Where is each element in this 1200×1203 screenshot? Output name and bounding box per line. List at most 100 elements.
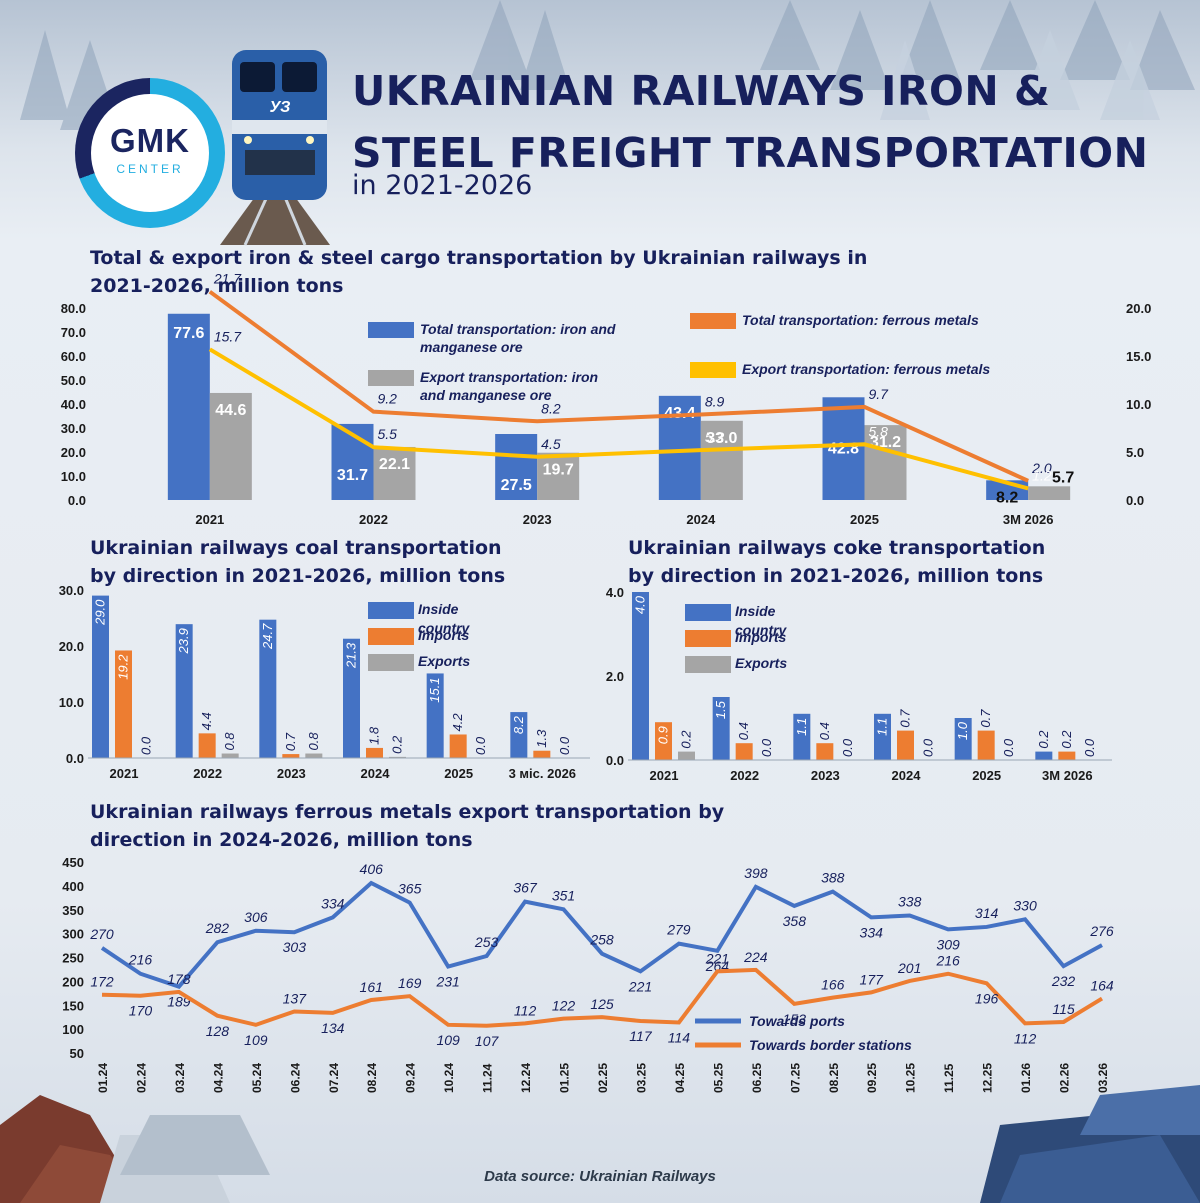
- chart1-ytick: 80.0: [61, 301, 86, 316]
- chart1-label-total-metals: 8.9: [705, 394, 725, 410]
- chart4-label-border: 128: [206, 1023, 230, 1039]
- chart1-legend-swatch: [368, 322, 414, 338]
- chart3-xtick: 2022: [730, 768, 759, 783]
- chart3-bar-imports: [655, 722, 672, 760]
- chart4-xtick: 10.25: [904, 1063, 918, 1093]
- chart2-bar-label: 0.2: [390, 735, 405, 754]
- chart4-label-border: 122: [552, 998, 576, 1014]
- chart2-bar-inside-country: [510, 712, 528, 758]
- chart4-xtick: 01.26: [1019, 1063, 1033, 1093]
- loco-mark: УЗ: [270, 99, 291, 116]
- chart3-bar-inside-country: [1035, 751, 1053, 760]
- chart3-bar-imports: [1058, 751, 1076, 760]
- chart4-label-ports: 351: [552, 887, 575, 903]
- chart2-ytick: 20.0: [59, 639, 84, 654]
- chart1-xtick: 2025: [850, 512, 879, 527]
- chart3-bar-imports: [897, 730, 914, 760]
- chart4-label-ports: 276: [1089, 923, 1114, 939]
- chart4-label-ports: 358: [783, 913, 807, 929]
- chart2-legend-label: Inside country: [418, 601, 471, 636]
- chart4-xtick: 05.24: [250, 1063, 264, 1093]
- chart3-bar-imports: [977, 730, 995, 760]
- chart3-bar-label: 0.2: [1036, 730, 1051, 749]
- chart4-xtick: 09.24: [404, 1063, 418, 1093]
- chart1-legend-swatch: [368, 370, 414, 386]
- chart4-label-ports: 216: [128, 952, 153, 968]
- chart3-bar-imports: [735, 743, 753, 760]
- chart4-label-border: 107: [475, 1033, 500, 1049]
- chart2-bar-label: 0.8: [306, 732, 321, 751]
- chart4-xtick: 07.24: [327, 1063, 341, 1093]
- chart1-label-total-metals: 2.0: [1031, 460, 1052, 476]
- chart4-label-border: 109: [244, 1032, 268, 1048]
- chart2-bar-label: 1.3: [534, 729, 549, 748]
- chart3-bar-inside-country: [874, 713, 891, 760]
- chart4-xtick: 08.25: [827, 1063, 841, 1093]
- chart4-ytick: 400: [62, 879, 84, 894]
- chart4-label-border: 201: [897, 960, 921, 976]
- chart2-xtick: 2024: [361, 766, 391, 781]
- chart2-bar-label: 1.8: [367, 726, 382, 745]
- chart4-xtick: 01.24: [96, 1063, 110, 1093]
- chart4-label-border: 112: [1014, 1030, 1037, 1046]
- chart3-bar-label: 0.7: [898, 709, 913, 728]
- chart2-bar-label: 8.2: [511, 715, 526, 734]
- chart2-xtick: 3 міс. 2026: [509, 766, 576, 781]
- chart1-label-export-metals: 5.2: [705, 429, 725, 445]
- chart4-label-ports: 270: [89, 926, 114, 942]
- chart1-ytick: 30.0: [61, 421, 86, 436]
- chart1-legend-label: Export transportation: iron and manganese…: [420, 369, 598, 403]
- chart4-label-border: 125: [590, 996, 614, 1012]
- chart3-bar-inside-country: [632, 592, 649, 760]
- chart1-xtick: 2021: [195, 512, 224, 527]
- chart2-bar-imports: [366, 747, 383, 758]
- chart2-bar-label: 21.3: [344, 642, 359, 669]
- chart3-bar-label: 0.0: [921, 738, 936, 757]
- chart4-label-border: 216: [935, 953, 960, 969]
- chart4-legend-label: Towards ports: [749, 1013, 845, 1029]
- forest-background: [20, 0, 1195, 130]
- chart4-xtick: 11.24: [481, 1063, 495, 1093]
- chart3-title: Ukrainian railways coke transportation b…: [628, 537, 1046, 587]
- chart1-xtick: 2024: [686, 512, 716, 527]
- chart1-label-total-metals: 9.7: [869, 386, 890, 402]
- chart4-ytick: 200: [62, 974, 84, 989]
- chart3-ytick: 4.0: [606, 585, 624, 600]
- chart4-label-ports: 279: [666, 922, 691, 938]
- chart4-xtick: 04.24: [211, 1063, 225, 1093]
- chart3-bar-label: 0.2: [1059, 730, 1074, 749]
- chart4-label-ports: 314: [975, 905, 999, 921]
- chart3-bar-exports: [678, 751, 695, 760]
- chart4-ytick: 250: [62, 951, 84, 966]
- chart2-bar-label: 23.9: [176, 628, 191, 654]
- chart3-legend-label: Inside country: [735, 603, 788, 638]
- chart4-label-border: 177: [860, 971, 885, 987]
- chart2-bar-inside-country: [92, 595, 109, 758]
- chart4-label-border: 161: [360, 979, 383, 995]
- chart4-title: Ukrainian railways ferrous metals export…: [90, 801, 725, 851]
- chart1-bar-export-ore: [1028, 486, 1071, 500]
- chart2-bar-imports: [198, 733, 216, 758]
- chart1-xtick: 2023: [523, 512, 552, 527]
- chart1-bar-export-ore: [700, 420, 743, 500]
- chart2-bar-label: 24.7: [260, 623, 275, 650]
- chart4-label-border: 178: [167, 971, 191, 987]
- chart1-label-export-ore: 5.7: [1052, 469, 1074, 486]
- chart2-xtick: 2023: [277, 766, 306, 781]
- chart2-bar-inside-country: [343, 638, 360, 758]
- chart2-bar-label: 15.1: [427, 677, 442, 702]
- chart2-bar-exports: [389, 756, 406, 758]
- chart4-label-ports: 221: [628, 978, 652, 994]
- chart4-xtick: 07.25: [788, 1063, 802, 1093]
- chart1-label-export-ore: 33.0: [706, 430, 737, 447]
- chart4-xtick: 02.25: [596, 1063, 610, 1093]
- chart4-xtick: 03.26: [1096, 1063, 1110, 1093]
- chart4-label-border: 164: [1090, 978, 1114, 994]
- chart1-label-export-ore: 19.7: [543, 462, 574, 479]
- chart3-bar-label: 1.5: [713, 700, 728, 719]
- chart2-legend-swatch: [368, 654, 414, 671]
- chart4-ytick: 350: [62, 903, 84, 918]
- chart1-label-total-metals: 21.7: [213, 271, 242, 287]
- chart4-ytick: 300: [62, 927, 84, 942]
